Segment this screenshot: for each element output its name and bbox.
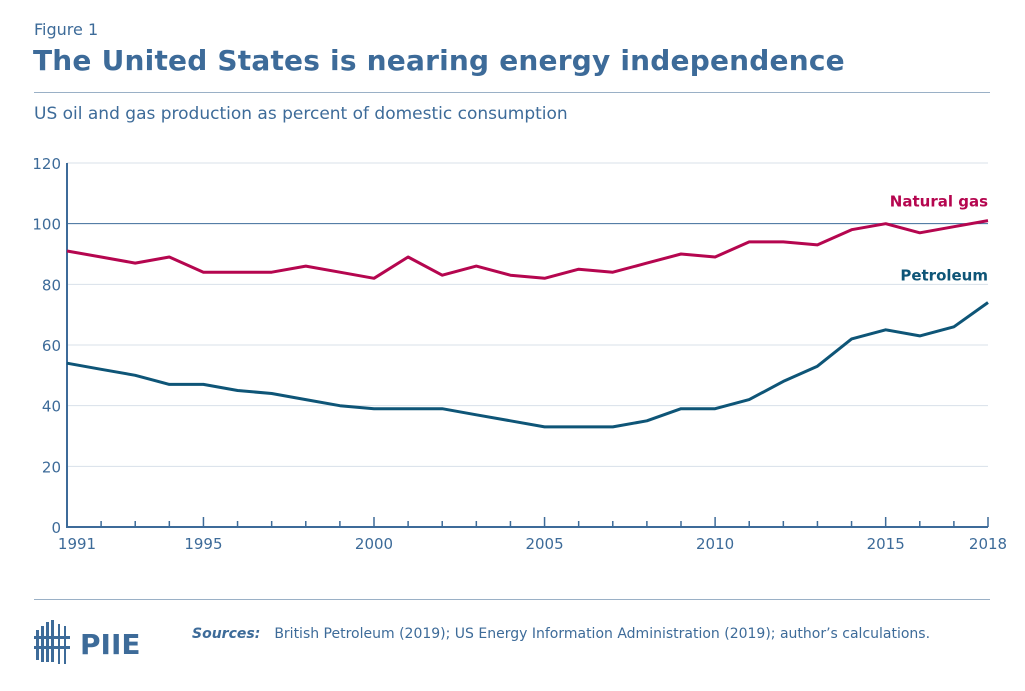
divider (34, 92, 990, 93)
piie-logo: PIIE (34, 620, 140, 664)
series-line-petroleum (66, 301, 989, 429)
series-label: Natural gas (890, 193, 988, 211)
series-label: Petroleum (900, 267, 988, 285)
sources-label: Sources: (192, 626, 261, 642)
x-tick-label: 2010 (696, 535, 734, 553)
svg-text:PIIE: PIIE (80, 628, 140, 661)
y-tick-label: 120 (32, 155, 61, 173)
x-tick-label: 1991 (58, 535, 96, 553)
x-tick-label: 2005 (525, 535, 563, 553)
y-tick-label: 40 (42, 398, 61, 416)
x-tick-label: 2015 (867, 535, 905, 553)
series-line-natural-gas (66, 219, 989, 280)
y-tick-label: 60 (42, 337, 61, 355)
sources-note: Sources: British Petroleum (2019); US Ene… (192, 626, 930, 642)
y-tick-label: 20 (42, 458, 61, 476)
divider (34, 599, 990, 600)
x-tick-label: 2000 (355, 535, 393, 553)
chart-title: The United States is nearing energy inde… (33, 44, 845, 77)
sources-text: British Petroleum (2019); US Energy Info… (274, 626, 931, 642)
y-tick-label: 0 (51, 519, 61, 537)
line-chart: 0 20 40 60 80 100 120 1991 1995 2000 2005 2010 2015 2… (32, 155, 1007, 553)
figure-label: Figure 1 (34, 20, 99, 39)
x-tick-label: 2018 (969, 535, 1007, 553)
x-tick-label: 1995 (184, 535, 222, 553)
y-tick-label: 80 (42, 276, 61, 294)
chart-subtitle: US oil and gas production as percent of … (34, 104, 568, 124)
y-tick-label: 100 (32, 216, 61, 234)
